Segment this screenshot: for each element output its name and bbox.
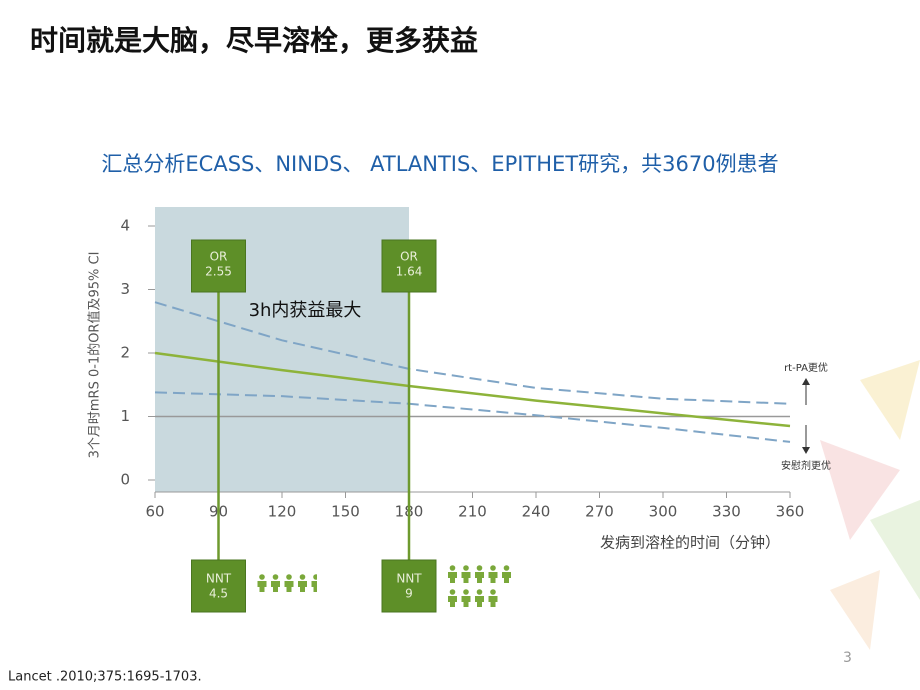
person-icon — [298, 574, 307, 592]
person-head — [313, 574, 317, 580]
lower-note: 安慰剂更优 — [781, 459, 831, 472]
person-head — [463, 589, 469, 595]
person-body — [475, 572, 484, 583]
person-head — [503, 565, 510, 571]
person-body — [257, 581, 267, 592]
or-label: OR — [210, 250, 228, 264]
person-body — [298, 581, 307, 592]
x-tick-label: 360 — [776, 503, 805, 521]
arrow-head — [802, 447, 810, 454]
x-tick-label: 300 — [649, 503, 678, 521]
person-icon — [502, 565, 511, 583]
slide-title: 时间就是大脑，尽早溶栓，更多获益 — [30, 24, 478, 57]
person-head — [272, 574, 279, 580]
highlight-label: 3h内获益最大 — [249, 300, 362, 321]
x-tick-label: 270 — [585, 503, 614, 521]
arrow-head — [802, 378, 810, 385]
or-value: 2.55 — [205, 265, 232, 279]
nnt-box — [191, 559, 246, 613]
person-body — [448, 596, 457, 607]
x-tick-label: 330 — [712, 503, 741, 521]
y-tick-label: 1 — [120, 407, 130, 425]
person-icon — [257, 574, 267, 592]
person-body — [311, 581, 317, 592]
person-icon — [271, 574, 280, 592]
or-label: OR — [400, 250, 418, 264]
x-tick-label: 150 — [331, 503, 360, 521]
or-value: 1.64 — [396, 265, 423, 279]
decoration — [830, 570, 880, 650]
person-head — [463, 565, 469, 571]
page-number: 3 — [843, 650, 852, 666]
series-line — [154, 301, 791, 405]
person-icon — [461, 589, 471, 607]
reference: Lancet .2010;375:1695-1703. — [8, 670, 202, 685]
person-head — [490, 589, 496, 595]
nnt-icons — [448, 565, 511, 607]
x-axis-label: 发病到溶栓的时间（分钟） — [600, 534, 780, 552]
nnt-box — [381, 559, 437, 613]
x-tick-label: 120 — [268, 503, 297, 521]
nnt-value: 4.5 — [209, 587, 228, 601]
decoration — [820, 440, 900, 540]
person-icon — [488, 565, 498, 583]
x-tick-label: 60 — [145, 503, 164, 521]
person-body — [502, 572, 511, 583]
decoration — [860, 360, 920, 440]
person-icon — [284, 574, 294, 592]
person-icon — [448, 565, 457, 583]
person-head — [490, 565, 496, 571]
person-icon — [461, 565, 471, 583]
nnt-icons — [257, 574, 317, 592]
y-tick-label: 0 — [120, 471, 130, 489]
person-body — [461, 572, 471, 583]
person-body — [475, 596, 484, 607]
or-box — [381, 239, 437, 293]
x-tick-label: 210 — [458, 503, 487, 521]
person-body — [284, 581, 294, 592]
person-body — [271, 581, 280, 592]
person-icon — [448, 589, 457, 607]
person-head — [286, 574, 292, 580]
person-head — [259, 574, 265, 580]
person-head — [476, 565, 483, 571]
or-box — [191, 239, 246, 293]
y-tick-label: 4 — [120, 217, 130, 235]
person-icon — [311, 574, 317, 592]
person-body — [488, 596, 498, 607]
slide-subtitle: 汇总分析ECASS、NINDS、 ATLANTIS、EPITHET研究，共367… — [101, 152, 778, 176]
person-head — [476, 589, 483, 595]
person-icon — [488, 589, 498, 607]
y-axis-label: 3个月时mRS 0-1的OR值及95% CI — [87, 252, 103, 459]
upper-note: rt-PA更优 — [784, 361, 828, 374]
person-body — [488, 572, 498, 583]
series-line — [154, 391, 791, 443]
person-head — [299, 574, 306, 580]
person-body — [461, 596, 471, 607]
series-line — [154, 351, 791, 428]
nnt-label: NNT — [396, 572, 422, 586]
decoration — [870, 500, 920, 600]
nnt-label: NNT — [206, 572, 232, 586]
x-tick-label: 240 — [522, 503, 551, 521]
nnt-value: 9 — [405, 587, 413, 601]
person-head — [449, 565, 456, 571]
person-head — [449, 589, 456, 595]
y-tick-label: 2 — [120, 344, 130, 362]
person-icon — [475, 589, 484, 607]
person-icon — [475, 565, 484, 583]
y-tick-label: 3 — [120, 280, 130, 298]
person-body — [448, 572, 457, 583]
